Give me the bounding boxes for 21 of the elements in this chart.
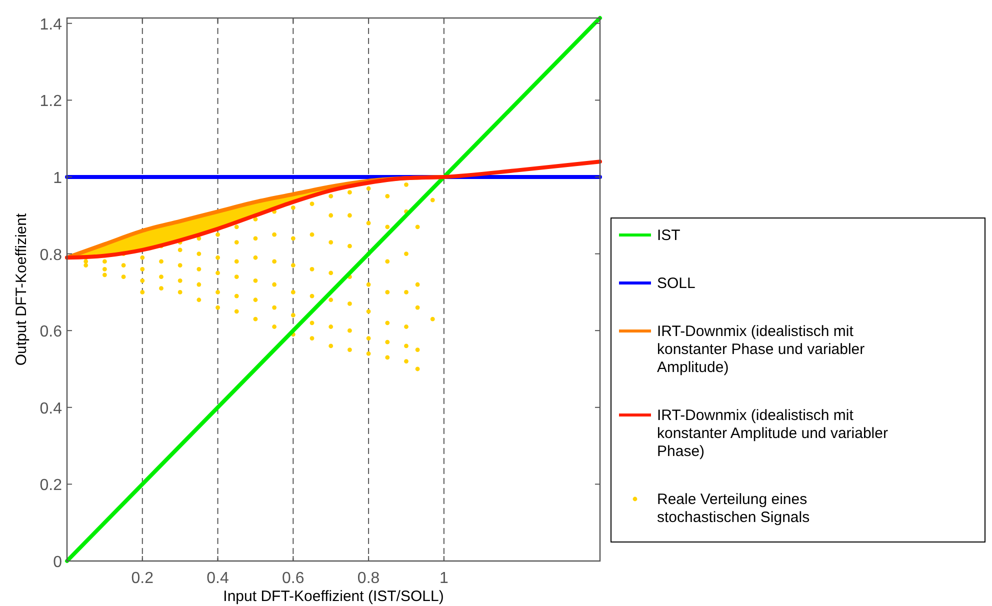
legend-label: IST [657,227,680,244]
y-tick-label: 1.2 [40,93,62,110]
y-tick-label: 0.2 [40,477,62,494]
x-tick-label: 0.8 [357,570,380,587]
y-tick-label: 0.8 [40,246,62,264]
x-tick-label: 0.4 [206,570,229,587]
legend-label: IRT-Downmix (idealistisch mit konstanter Amplitude und variabler Phase) [657,407,888,460]
y-axis-title: Output DFT-Koeffizient [13,212,30,366]
x-tick-label: 1 [439,570,448,587]
y-tick-label: 0.4 [40,400,62,418]
y-tick-label: 1.4 [40,16,62,34]
legend-label: SOLL [657,275,696,292]
y-tick-label: 0 [53,554,62,571]
line-series [65,160,602,260]
x-tick-label: 0.6 [282,570,304,587]
y-tick-label: 0.6 [40,324,62,341]
x-tick-label: 0.2 [131,570,154,587]
y-tick-label: 1 [53,170,62,187]
legend-label: IRT-Downmix (idealistisch mit konstanter Phase und variabler Amplitude) [657,323,865,376]
legend-label: Reale Verteilung eines stochastischen Signals [657,491,810,526]
x-axis-title: Input DFT-Koeffizient (IST/SOLL) [223,588,444,605]
